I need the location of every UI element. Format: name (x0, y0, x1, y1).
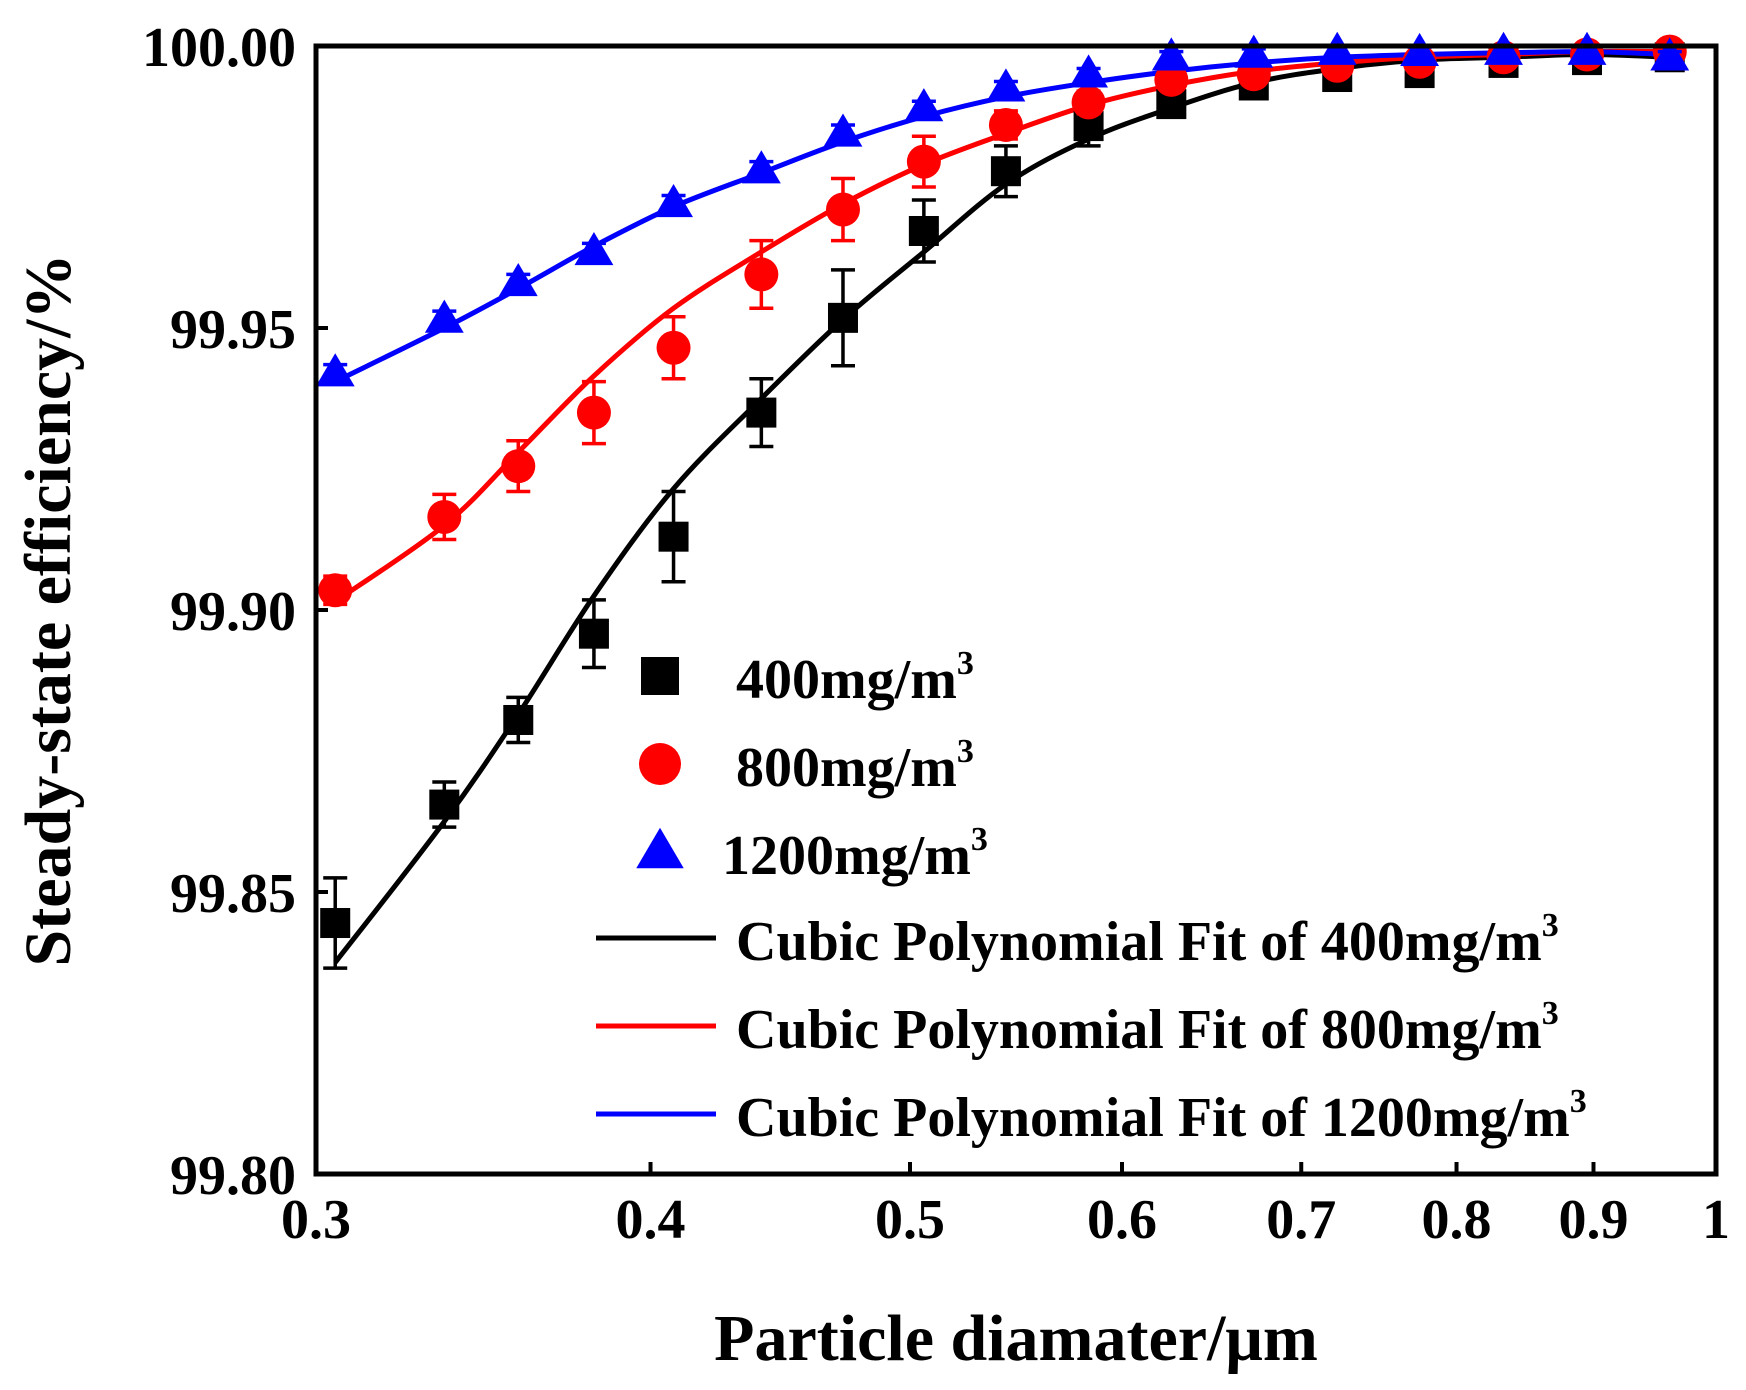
legend-fit-label-superscript: 3 (1570, 1083, 1587, 1120)
legend-label: 800mg/m3 (736, 733, 974, 799)
data-point-square (320, 908, 351, 939)
legend-fit-label-text: Cubic Polynomial Fit of 800mg/m (736, 999, 1542, 1061)
data-point-square (746, 397, 777, 428)
x-tick-label: 0.9 (1558, 1189, 1628, 1251)
x-tick-label: 1 (1702, 1189, 1730, 1251)
data-point-square (578, 618, 609, 649)
data-point-square (503, 704, 534, 735)
legend-fit-label: Cubic Polynomial Fit of 1200mg/m3 (736, 1083, 1587, 1149)
legend-fit-label-text: Cubic Polynomial Fit of 400mg/m (736, 911, 1542, 973)
data-point-triangle (1234, 34, 1274, 68)
data-point-circle (1154, 62, 1189, 97)
series-3 (315, 31, 1690, 387)
legend-fit-label: Cubic Polynomial Fit of 400mg/m3 (736, 907, 1559, 973)
x-tick-label: 0.3 (281, 1189, 351, 1251)
legend-fit-label-superscript: 3 (1542, 995, 1559, 1032)
data-point-triangle (654, 184, 693, 218)
data-point-triangle (904, 88, 944, 122)
y-tick-label: 99.95 (170, 299, 296, 361)
legend-label-text: 1200mg/m (722, 825, 971, 887)
data-point-triangle (574, 231, 614, 266)
legend-marker-square (641, 657, 679, 695)
y-tick-label: 99.85 (170, 863, 296, 925)
x-axis-title: Particle diamater/μm (714, 1302, 1318, 1375)
data-point-triangle (986, 68, 1026, 102)
data-point-triangle (498, 263, 538, 297)
legend-item-3: 1200mg/m3 (636, 821, 988, 887)
legend-fit-item-2: Cubic Polynomial Fit of 800mg/m3 (596, 995, 1559, 1061)
data-point-triangle (1650, 37, 1690, 71)
data-point-square (429, 789, 460, 820)
legend-fit-item-3: Cubic Polynomial Fit of 1200mg/m3 (596, 1083, 1587, 1149)
x-tick-label: 0.8 (1422, 1189, 1492, 1251)
x-tick-label: 0.4 (616, 1189, 686, 1251)
legend-item-2: 800mg/m3 (639, 733, 974, 799)
data-point-circle (988, 107, 1023, 142)
legend-label-superscript: 3 (957, 645, 974, 682)
legend-label-text: 800mg/m (736, 737, 957, 799)
y-tick-label: 99.90 (170, 581, 296, 643)
data-point-square (908, 215, 939, 246)
data-markers (315, 31, 1690, 970)
data-point-triangle (1069, 54, 1109, 88)
y-tick-label: 100.00 (142, 17, 296, 79)
legend-label-superscript: 3 (957, 733, 974, 770)
data-point-triangle (1400, 32, 1440, 67)
legend-marker-triangle (636, 827, 684, 869)
data-point-triangle (424, 299, 464, 333)
y-axis-title: Steady-state efficiency/% (12, 254, 85, 967)
x-tick-label: 0.7 (1266, 1189, 1336, 1251)
data-point-circle (576, 395, 611, 430)
legend-label: 1200mg/m3 (722, 821, 988, 887)
data-point-circle (744, 257, 779, 292)
legend-marker-circle (639, 743, 681, 785)
data-point-circle (318, 573, 353, 608)
legend-fit-label: Cubic Polynomial Fit of 800mg/m3 (736, 995, 1559, 1061)
data-point-triangle (823, 113, 863, 147)
data-point-triangle (741, 150, 781, 184)
axis-ticks: 0.3 0.4 0.5 0.6 0.7 0.8 0.9 1 99.80 99.85 99.90 99.… (142, 17, 1730, 1251)
data-point-circle (1071, 85, 1106, 120)
legend-fit-label-superscript: 3 (1542, 907, 1559, 944)
legend-label-superscript: 3 (971, 821, 988, 858)
legend-fit-item-1: Cubic Polynomial Fit of 400mg/m3 (596, 907, 1559, 973)
data-point-circle (656, 330, 691, 365)
data-point-square (658, 521, 689, 552)
x-tick-label: 0.5 (875, 1189, 945, 1251)
data-point-square (827, 302, 858, 333)
data-point-square (990, 156, 1021, 187)
legend-fit-label-text: Cubic Polynomial Fit of 1200mg/m (736, 1087, 1570, 1149)
legend-label-text: 400mg/m (736, 649, 957, 711)
legend-label: 400mg/m3 (736, 645, 974, 711)
x-tick-label: 0.6 (1087, 1189, 1157, 1251)
data-point-circle (501, 449, 536, 484)
data-point-circle (825, 192, 860, 227)
y-tick-label: 99.80 (170, 1145, 296, 1207)
data-point-circle (427, 499, 462, 534)
legend-item-1: 400mg/m3 (641, 645, 974, 711)
data-point-circle (906, 144, 941, 179)
data-point-triangle (1151, 37, 1191, 71)
data-point-triangle (315, 353, 355, 387)
